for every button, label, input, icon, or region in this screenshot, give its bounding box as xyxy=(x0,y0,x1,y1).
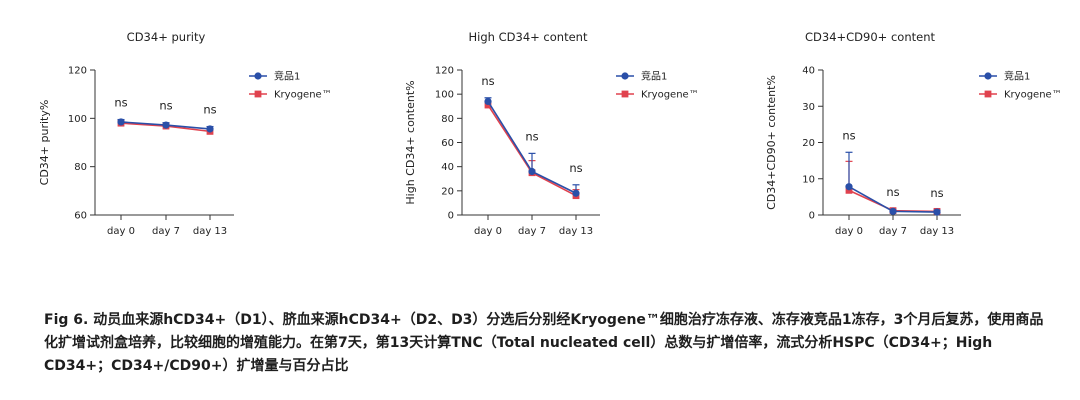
chart-title: High CD34+ content xyxy=(469,30,588,44)
data-point xyxy=(528,167,536,176)
legend-marker xyxy=(621,90,629,98)
series-competitor xyxy=(845,151,941,216)
legend-label: Kryogene™ xyxy=(641,90,699,101)
x-tick-label: day 0 xyxy=(474,226,502,237)
significance-label: ns xyxy=(569,161,582,175)
data-point xyxy=(206,125,214,133)
y-tick-label: 20 xyxy=(802,138,815,149)
data-point xyxy=(889,207,897,215)
series-line xyxy=(487,100,577,194)
x-tick-label: day 0 xyxy=(835,226,863,237)
legend-item-kryogene: Kryogene™ xyxy=(249,90,332,101)
legend-item-competitor: 竞品1 xyxy=(979,70,1030,83)
y-tick-label: 0 xyxy=(448,211,454,222)
legend-marker xyxy=(254,72,262,80)
data-point xyxy=(484,97,492,106)
y-axis-label: High CD34+ content% xyxy=(404,80,417,204)
data-point xyxy=(162,121,170,129)
y-tick-label: 100 xyxy=(435,90,454,101)
y-tick-label: 60 xyxy=(441,138,454,149)
chart-1: CD34+ purity CD34+ purity% 60 80 100 120 day 0… xyxy=(38,30,332,237)
legend-label: 竞品1 xyxy=(641,70,667,83)
significance-label: ns xyxy=(842,128,855,142)
data-point xyxy=(117,118,125,126)
legend-marker xyxy=(984,72,992,80)
legend-marker xyxy=(254,90,262,98)
x-tick-label: day 13 xyxy=(920,226,954,237)
data-point xyxy=(845,186,853,194)
data-point xyxy=(572,189,580,197)
legend-item-competitor: 竞品1 xyxy=(616,70,667,83)
y-tick-label: 30 xyxy=(802,102,815,113)
legend-item-kryogene: Kryogene™ xyxy=(979,90,1062,101)
chart-3: CD34+CD90+ content CD34+CD90+ content% 0 10… xyxy=(765,30,1062,237)
data-point xyxy=(845,183,853,191)
x-tick-label: day 7 xyxy=(152,226,180,237)
y-axis-label: CD34+ purity% xyxy=(38,100,51,186)
figure-caption: Fig 6. 动员血来源hCD34+（D1）、脐血来源hCD34+（D2、D3）… xyxy=(44,312,1044,374)
data-point xyxy=(933,208,941,216)
y-tick-label: 80 xyxy=(74,162,87,173)
y-tick-label: 10 xyxy=(802,174,815,185)
significance-label: ns xyxy=(886,185,899,199)
legend-label: Kryogene™ xyxy=(274,90,332,101)
legend-marker xyxy=(621,72,629,80)
legend-item-competitor: 竞品1 xyxy=(249,70,300,83)
y-tick-label: 80 xyxy=(441,114,454,125)
y-tick-label: 0 xyxy=(809,211,815,222)
significance-label: ns xyxy=(930,186,943,200)
significance-label: ns xyxy=(159,99,172,113)
chart-2: High CD34+ content High CD34+ content% 0 20… xyxy=(404,30,699,237)
x-tick-label: day 7 xyxy=(518,226,546,237)
series-competitor xyxy=(484,97,580,197)
legend-label: Kryogene™ xyxy=(1004,90,1062,101)
y-tick-label: 120 xyxy=(68,66,87,77)
chart-title: CD34+ purity xyxy=(127,30,206,44)
y-tick-label: 60 xyxy=(74,211,87,222)
y-axis-label: CD34+CD90+ content% xyxy=(765,75,778,210)
significance-label: ns xyxy=(481,74,494,88)
significance-label: ns xyxy=(203,103,216,117)
significance-label: ns xyxy=(114,96,127,110)
significance-label: ns xyxy=(525,129,538,143)
y-tick-label: 40 xyxy=(441,162,454,173)
legend-label: 竞品1 xyxy=(1004,70,1030,83)
legend-item-kryogene: Kryogene™ xyxy=(616,90,699,101)
data-point xyxy=(484,101,492,109)
y-tick-label: 120 xyxy=(435,66,454,77)
x-tick-label: day 0 xyxy=(107,226,135,237)
y-tick-label: 100 xyxy=(68,114,87,125)
legend-label: 竞品1 xyxy=(274,70,300,83)
series-kryogene xyxy=(484,100,580,200)
legend-marker xyxy=(984,90,992,98)
x-tick-label: day 13 xyxy=(559,226,593,237)
chart-title: CD34+CD90+ content xyxy=(805,30,935,44)
x-tick-label: day 13 xyxy=(193,226,227,237)
series-line xyxy=(487,104,577,197)
y-tick-label: 20 xyxy=(441,186,454,197)
series-competitor xyxy=(117,118,214,133)
x-tick-label: day 7 xyxy=(879,226,907,237)
y-tick-label: 40 xyxy=(802,66,815,77)
